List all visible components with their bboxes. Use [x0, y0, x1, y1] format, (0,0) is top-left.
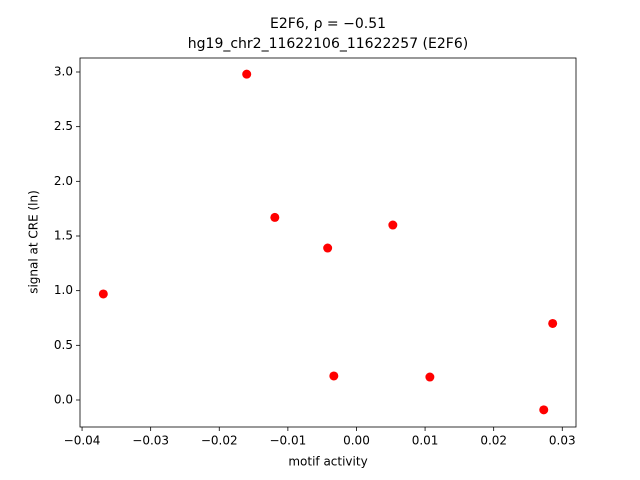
- point: [98, 289, 108, 299]
- point: [323, 243, 333, 253]
- x-axis-label: motif activity: [288, 455, 367, 469]
- x-tick-label: −0.01: [269, 434, 306, 448]
- x-tick-label: −0.04: [64, 434, 101, 448]
- point: [425, 372, 435, 382]
- y-axis-label: signal at CRE (ln): [27, 190, 41, 294]
- point: [548, 318, 558, 328]
- chart-subtitle: hg19_chr2_11622106_11622257 (E2F6): [188, 36, 468, 52]
- x-tick-label: −0.03: [132, 434, 169, 448]
- point: [388, 220, 398, 230]
- x-tick-label: 0.01: [412, 434, 439, 448]
- x-tick-label: −0.02: [201, 434, 238, 448]
- point: [329, 371, 339, 381]
- x-tick-label: 0.03: [549, 434, 576, 448]
- y-tick-label: 3.0: [54, 64, 73, 78]
- point: [539, 405, 549, 415]
- y-tick-label: 0.5: [54, 338, 73, 352]
- y-tick-label: 0.0: [54, 392, 73, 406]
- y-tick-label: 1.0: [54, 283, 73, 297]
- point: [270, 212, 280, 222]
- y-tick-label: 2.5: [54, 119, 73, 133]
- y-tick-label: 1.5: [54, 228, 73, 242]
- x-tick-label: 0.00: [343, 434, 370, 448]
- chart-title: E2F6, ρ = −0.51: [270, 16, 386, 32]
- x-tick-label: 0.02: [480, 434, 507, 448]
- y-tick-label: 2.0: [54, 174, 73, 188]
- plot-frame: [79, 57, 577, 428]
- point: [242, 69, 252, 79]
